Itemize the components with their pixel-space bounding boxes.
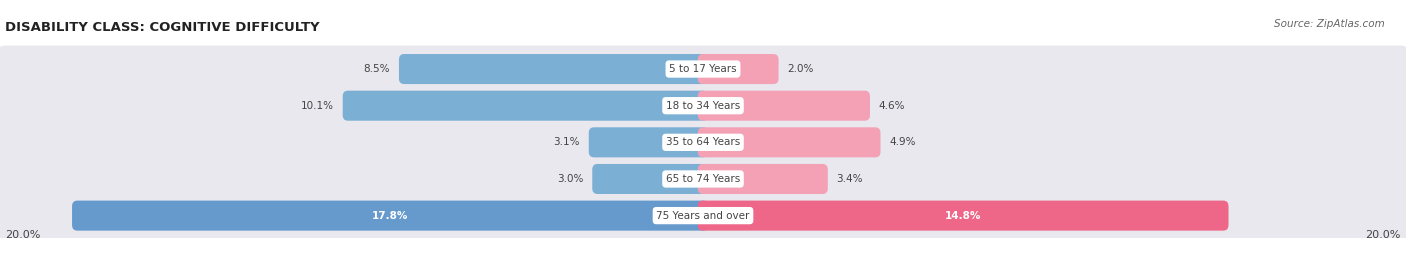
FancyBboxPatch shape bbox=[0, 119, 1406, 166]
Text: 3.1%: 3.1% bbox=[554, 137, 581, 147]
Text: 3.0%: 3.0% bbox=[557, 174, 583, 184]
Text: 5 to 17 Years: 5 to 17 Years bbox=[669, 64, 737, 74]
FancyBboxPatch shape bbox=[72, 201, 709, 231]
Text: 75 Years and over: 75 Years and over bbox=[657, 211, 749, 221]
FancyBboxPatch shape bbox=[697, 91, 870, 121]
FancyBboxPatch shape bbox=[0, 156, 1406, 202]
FancyBboxPatch shape bbox=[697, 54, 779, 84]
Text: 10.1%: 10.1% bbox=[301, 101, 335, 111]
Text: 65 to 74 Years: 65 to 74 Years bbox=[666, 174, 740, 184]
FancyBboxPatch shape bbox=[0, 46, 1406, 93]
FancyBboxPatch shape bbox=[0, 192, 1406, 239]
Text: Source: ZipAtlas.com: Source: ZipAtlas.com bbox=[1274, 19, 1385, 29]
FancyBboxPatch shape bbox=[399, 54, 709, 84]
Text: 20.0%: 20.0% bbox=[1365, 230, 1400, 240]
Text: 17.8%: 17.8% bbox=[373, 211, 408, 221]
FancyBboxPatch shape bbox=[697, 164, 828, 194]
Text: 35 to 64 Years: 35 to 64 Years bbox=[666, 137, 740, 147]
Text: 4.6%: 4.6% bbox=[879, 101, 905, 111]
FancyBboxPatch shape bbox=[0, 82, 1406, 129]
Text: DISABILITY CLASS: COGNITIVE DIFFICULTY: DISABILITY CLASS: COGNITIVE DIFFICULTY bbox=[6, 21, 321, 34]
FancyBboxPatch shape bbox=[697, 201, 1229, 231]
FancyBboxPatch shape bbox=[589, 127, 709, 157]
FancyBboxPatch shape bbox=[592, 164, 709, 194]
Text: 4.9%: 4.9% bbox=[889, 137, 915, 147]
Text: 14.8%: 14.8% bbox=[945, 211, 981, 221]
FancyBboxPatch shape bbox=[343, 91, 709, 121]
Text: 18 to 34 Years: 18 to 34 Years bbox=[666, 101, 740, 111]
Text: 20.0%: 20.0% bbox=[6, 230, 41, 240]
Text: 2.0%: 2.0% bbox=[787, 64, 814, 74]
Text: 8.5%: 8.5% bbox=[364, 64, 389, 74]
Text: 3.4%: 3.4% bbox=[837, 174, 863, 184]
FancyBboxPatch shape bbox=[697, 127, 880, 157]
